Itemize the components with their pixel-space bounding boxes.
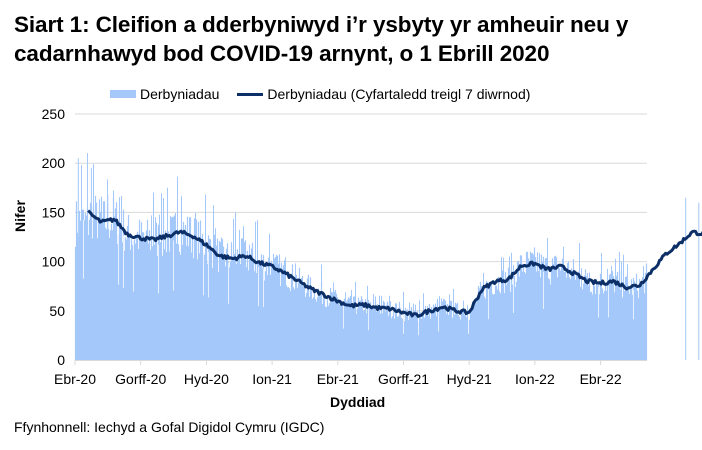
legend-line-label: Derbyniadau (Cyfartaledd treigl 7 diwrno…: [267, 86, 531, 102]
line-swatch-icon: [237, 92, 264, 96]
x-tick-label: Ebr-21: [317, 371, 359, 387]
x-tick-label: Ion-21: [252, 371, 292, 387]
y-axis-label: Nifer: [12, 200, 28, 232]
x-tick-label: Ion-22: [515, 371, 555, 387]
x-tick-label: Gorff-20: [115, 371, 166, 387]
y-tick-label: 50: [49, 303, 65, 319]
daily-bars: [74, 195, 648, 360]
source-note: Ffynhonnell: Iechyd a Gofal Digidol Cymr…: [14, 419, 325, 435]
bar-swatch-icon: [110, 90, 136, 98]
legend-bar-label: Derbyniadau: [140, 86, 220, 102]
x-tick-label: Ebr-22: [580, 371, 622, 387]
x-tick-label: Hyd-20: [184, 371, 229, 387]
x-tick-label: Ebr-20: [54, 371, 96, 387]
rolling-average-line: [87, 209, 702, 318]
daily-bar-spikes: [77, 153, 700, 360]
x-tick-label: Hyd-21: [447, 371, 492, 387]
y-tick-label: 150: [42, 204, 66, 220]
legend-item-bars: Derbyniadau: [110, 86, 219, 102]
x-axis-label: Dyddiad: [330, 394, 386, 410]
y-tick-label: 0: [57, 352, 65, 368]
x-tick-label: Gorff-21: [378, 371, 429, 387]
y-tick-label: 100: [42, 254, 66, 270]
y-tick-label: 250: [42, 106, 66, 122]
legend: Derbyniadau Derbyniadau (Cyfartaledd tre…: [110, 86, 548, 102]
legend-item-line: Derbyniadau (Cyfartaledd treigl 7 diwrno…: [237, 86, 530, 102]
y-tick-label: 200: [42, 155, 66, 171]
chart-title: Siart 1: Cleifion a dderbyniwyd i’r ysby…: [14, 12, 629, 66]
